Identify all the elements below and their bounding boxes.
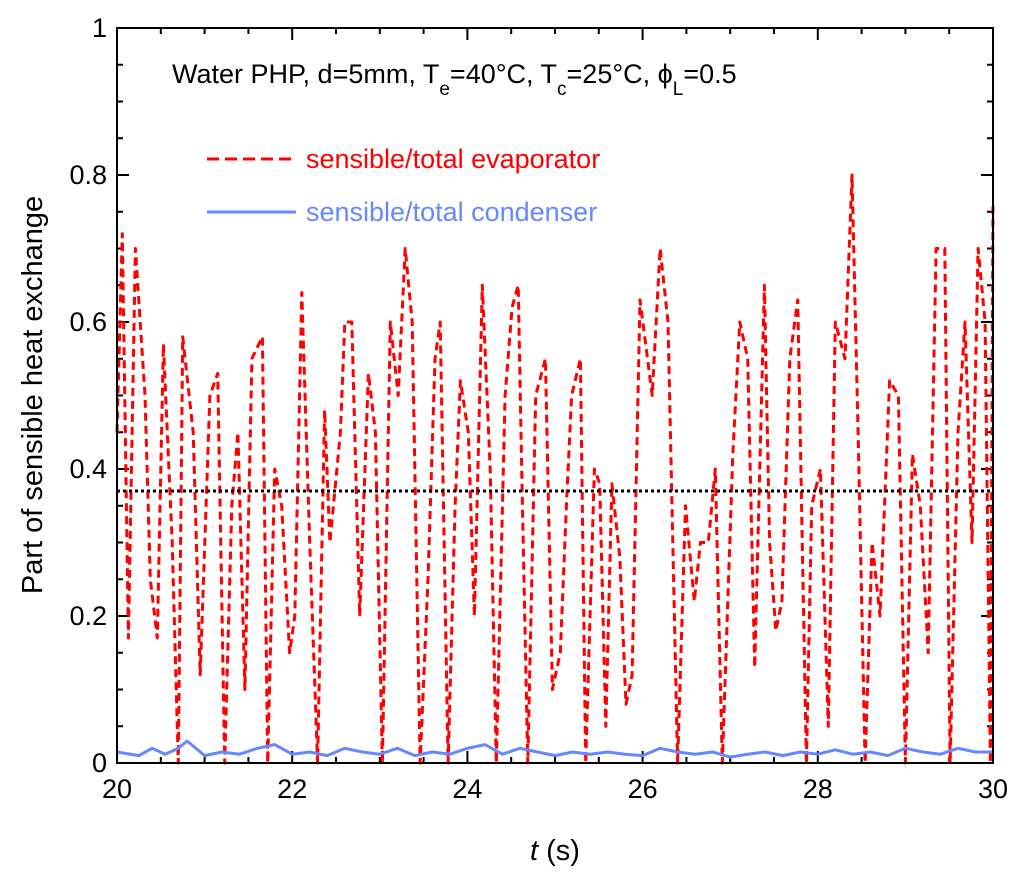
plot-lines — [115, 173, 995, 765]
title-phi-val: =0.5 — [683, 59, 736, 89]
series-line-evaporator — [115, 173, 995, 765]
title-tc-sub: c — [557, 79, 567, 100]
y-tick-label: 0.2 — [69, 601, 107, 631]
legend-label-evaporator: sensible/total evaporator — [306, 144, 600, 174]
x-tick-label: 22 — [277, 774, 307, 804]
title-phi-sub: L — [673, 79, 684, 100]
chart-title: Water PHP, d=5mm, Te=40°C, Tc=25°C, ϕL=0… — [172, 59, 737, 100]
legend-label-condenser: sensible/total condenser — [306, 197, 597, 227]
title-tc-val: =25°C, — [567, 59, 658, 89]
x-tick-label: 20 — [102, 774, 132, 804]
x-tick-label: 24 — [452, 774, 482, 804]
series-line-condenser — [116, 739, 993, 759]
x-tick-label: 26 — [628, 774, 658, 804]
x-axis-label-unit: (s) — [538, 835, 580, 867]
y-tick-label: 1 — [92, 13, 107, 43]
title-te-val: =40°C, T — [450, 59, 557, 89]
y-tick-label: 0.8 — [69, 160, 107, 190]
y-tick-label: 0.4 — [69, 454, 107, 484]
y-tick-label: 0 — [92, 748, 107, 778]
x-axis-label-var: t — [530, 835, 540, 867]
x-axis-label: t (s) — [530, 835, 580, 867]
y-axis-label: Part of sensible heat exchange — [17, 196, 49, 594]
plot-frame — [116, 27, 994, 764]
title-prefix: Water PHP, d=5mm, T — [172, 59, 439, 89]
y-tick-label: 0.6 — [69, 307, 107, 337]
axis-ticks: 20 22 24 26 28 30 0 0.2 0.4 0.6 0.8 1 — [69, 13, 1008, 804]
title-phi: ϕ — [658, 59, 673, 89]
legend: sensible/total evaporator sensible/total… — [207, 144, 600, 227]
title-te-sub: e — [439, 79, 450, 100]
x-tick-label: 30 — [978, 774, 1008, 804]
x-tick-label: 28 — [803, 774, 833, 804]
